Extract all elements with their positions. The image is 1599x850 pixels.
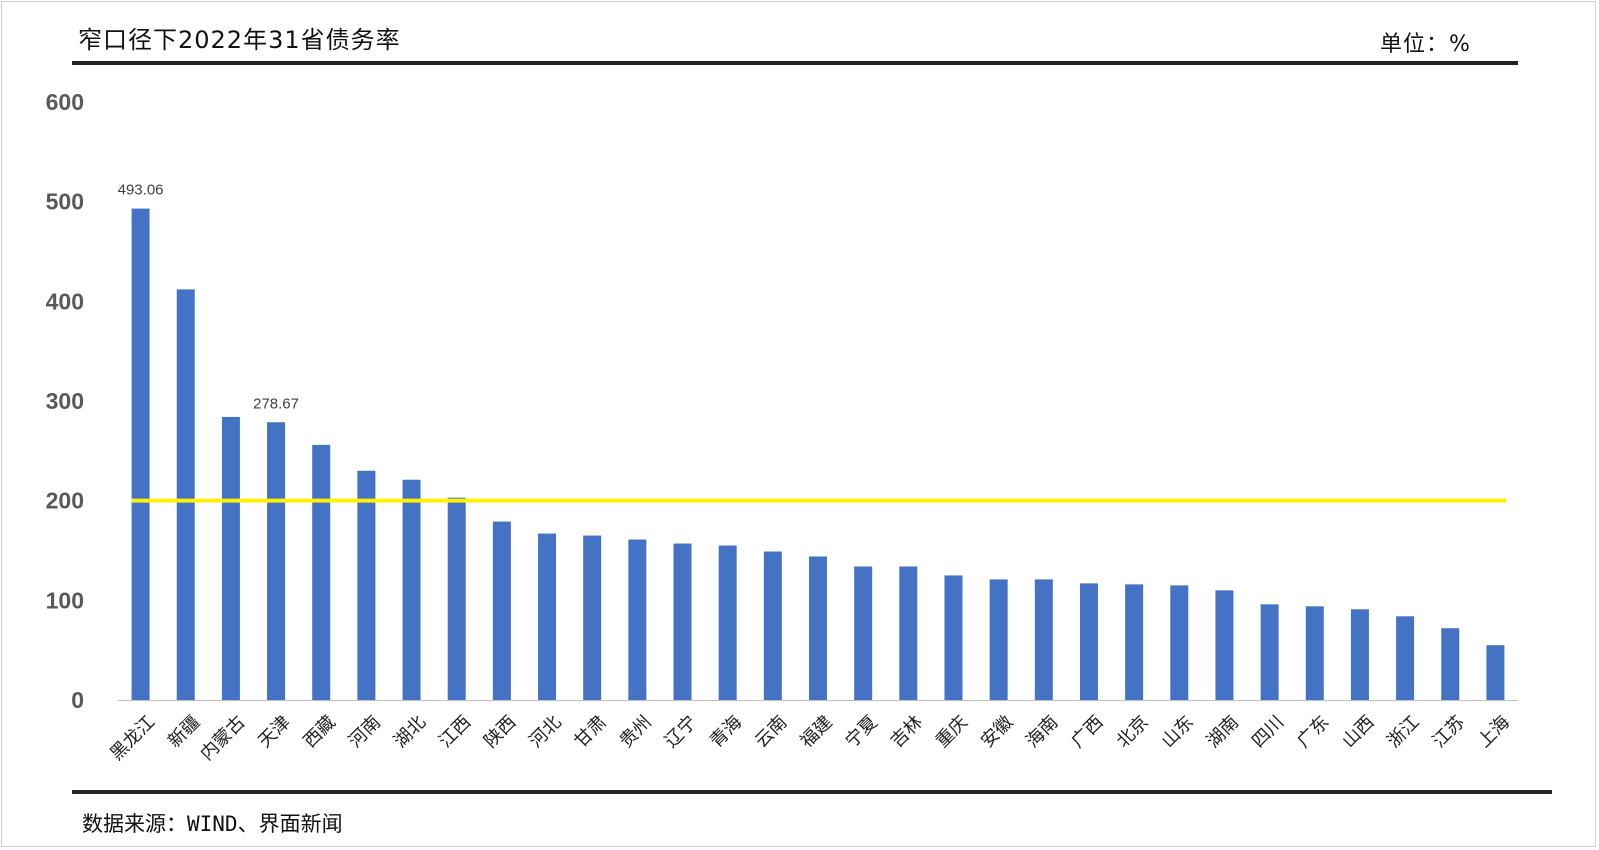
bar — [131, 208, 150, 700]
y-tick-label: 0 — [71, 687, 84, 713]
x-tick-label: 甘肃 — [570, 712, 610, 752]
bar — [1079, 583, 1098, 700]
x-tick-label: 西藏 — [300, 712, 340, 752]
x-tick-label: 山西 — [1338, 712, 1378, 752]
data-label: 493.06 — [118, 182, 164, 199]
x-tick-label: 上海 — [1474, 712, 1514, 752]
x-tick-label: 重庆 — [932, 712, 972, 752]
x-tick-label: 四川 — [1248, 712, 1288, 752]
data-label: 278.67 — [253, 395, 299, 412]
x-tick-label: 黑龙江 — [106, 712, 159, 765]
bar — [1170, 585, 1189, 700]
data-labels: 493.06 278.67 — [118, 182, 299, 413]
x-tick-label: 内蒙古 — [196, 712, 249, 765]
source-note: 数据来源：WIND、界面新闻 — [82, 812, 343, 836]
y-tick-label: 400 — [46, 288, 84, 314]
x-tick-label: 海南 — [1022, 712, 1062, 752]
x-tick-label: 福建 — [796, 712, 836, 752]
bar — [673, 543, 692, 700]
bar — [628, 539, 647, 700]
x-tick-label: 河北 — [525, 712, 565, 752]
y-tick-label: 600 — [46, 89, 84, 115]
x-tick-label: 贵州 — [616, 712, 656, 752]
x-tick-label: 广东 — [1293, 712, 1333, 752]
bar — [447, 497, 466, 700]
bar — [267, 422, 286, 700]
bar — [1215, 590, 1234, 700]
top-rule — [72, 61, 1518, 65]
bar — [944, 575, 963, 700]
bar — [989, 579, 1008, 700]
bar — [312, 444, 331, 700]
x-tick-label: 青海 — [706, 712, 746, 752]
bar — [1441, 628, 1460, 700]
y-tick-label: 200 — [46, 488, 84, 514]
x-tick-label: 湖北 — [390, 712, 430, 752]
bars — [131, 208, 1505, 700]
x-tick-label: 湖南 — [1203, 712, 1243, 752]
x-tick-label: 山东 — [1158, 712, 1198, 752]
x-tick-label: 江苏 — [1429, 712, 1469, 752]
bar — [1260, 604, 1279, 700]
x-tick-label: 吉林 — [887, 712, 927, 752]
bar — [1125, 584, 1144, 700]
bar — [176, 289, 195, 700]
bar — [1396, 616, 1415, 700]
bar — [402, 479, 421, 700]
bottom-rule — [72, 790, 1552, 794]
chart-title: 窄口径下2022年31省债务率 — [78, 26, 401, 54]
bar — [899, 566, 918, 700]
bar — [221, 416, 240, 700]
bar — [492, 521, 511, 700]
y-tick-label: 100 — [46, 587, 84, 613]
x-tick-label: 天津 — [254, 712, 294, 752]
bar — [538, 533, 557, 700]
x-tick-label: 宁夏 — [841, 712, 881, 752]
x-tick-label: 辽宁 — [661, 712, 701, 752]
bar — [1486, 645, 1505, 700]
y-axis: 0 100 200 300 400 500 600 — [46, 89, 84, 713]
y-tick-label: 500 — [46, 189, 84, 215]
bar — [763, 551, 782, 700]
x-tick-label: 新疆 — [164, 712, 204, 752]
x-tick-label: 江西 — [435, 712, 475, 752]
x-tick-label: 北京 — [1112, 712, 1152, 752]
bar — [357, 470, 376, 700]
x-tick-label: 浙江 — [1383, 712, 1423, 752]
x-tick-label: 云南 — [751, 712, 791, 752]
bar — [583, 535, 602, 700]
x-tick-label: 安徽 — [977, 712, 1017, 752]
bar — [854, 566, 873, 700]
bar — [1034, 579, 1053, 700]
bar — [1350, 609, 1369, 700]
unit-label: 单位：% — [1380, 32, 1471, 57]
x-tick-label: 河南 — [345, 712, 385, 752]
x-tick-label: 广西 — [1067, 712, 1107, 752]
x-tick-label: 陕西 — [480, 712, 520, 752]
bar — [809, 556, 827, 700]
y-tick-label: 300 — [46, 388, 84, 414]
bar — [1305, 606, 1324, 700]
bar — [718, 545, 737, 700]
